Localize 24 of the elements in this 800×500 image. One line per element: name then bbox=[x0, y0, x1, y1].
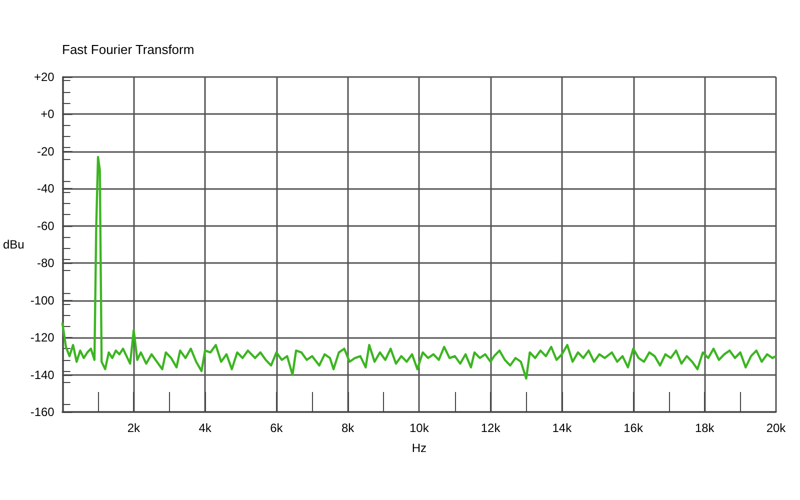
x-tick-label: 18k bbox=[694, 421, 716, 435]
x-tick-label: 12k bbox=[480, 421, 502, 435]
line-series bbox=[61, 156, 778, 380]
x-tick-label: 14k bbox=[552, 421, 573, 435]
y-tick-label: -60 bbox=[37, 218, 55, 233]
y-tick-label: -20 bbox=[37, 144, 55, 158]
x-tick-label: 4k bbox=[198, 421, 212, 435]
x-tick-label: 16k bbox=[624, 421, 644, 435]
y-tick-label: +0 bbox=[40, 107, 55, 122]
x-tick-label: 10k bbox=[409, 421, 430, 435]
y-tick-label: -120 bbox=[30, 330, 55, 345]
y-tick-label: -100 bbox=[30, 293, 55, 308]
chart-title: Fast Fourier Transform bbox=[62, 42, 194, 57]
y-tick-label: -160 bbox=[30, 405, 55, 419]
x-tick-label: 20k bbox=[766, 421, 787, 435]
y-tick-label: -80 bbox=[37, 256, 55, 270]
x-tick-label: 8k bbox=[341, 421, 356, 435]
y-axis-title: dBu bbox=[2, 238, 24, 252]
x-axis-title: Hz bbox=[412, 441, 427, 455]
y-tick-label: -40 bbox=[37, 182, 55, 196]
y-tick-label: +20 bbox=[34, 70, 55, 84]
x-tick-label: 6k bbox=[270, 421, 284, 435]
x-tick-label: 2k bbox=[127, 421, 142, 435]
y-tick-label: -140 bbox=[30, 368, 55, 382]
